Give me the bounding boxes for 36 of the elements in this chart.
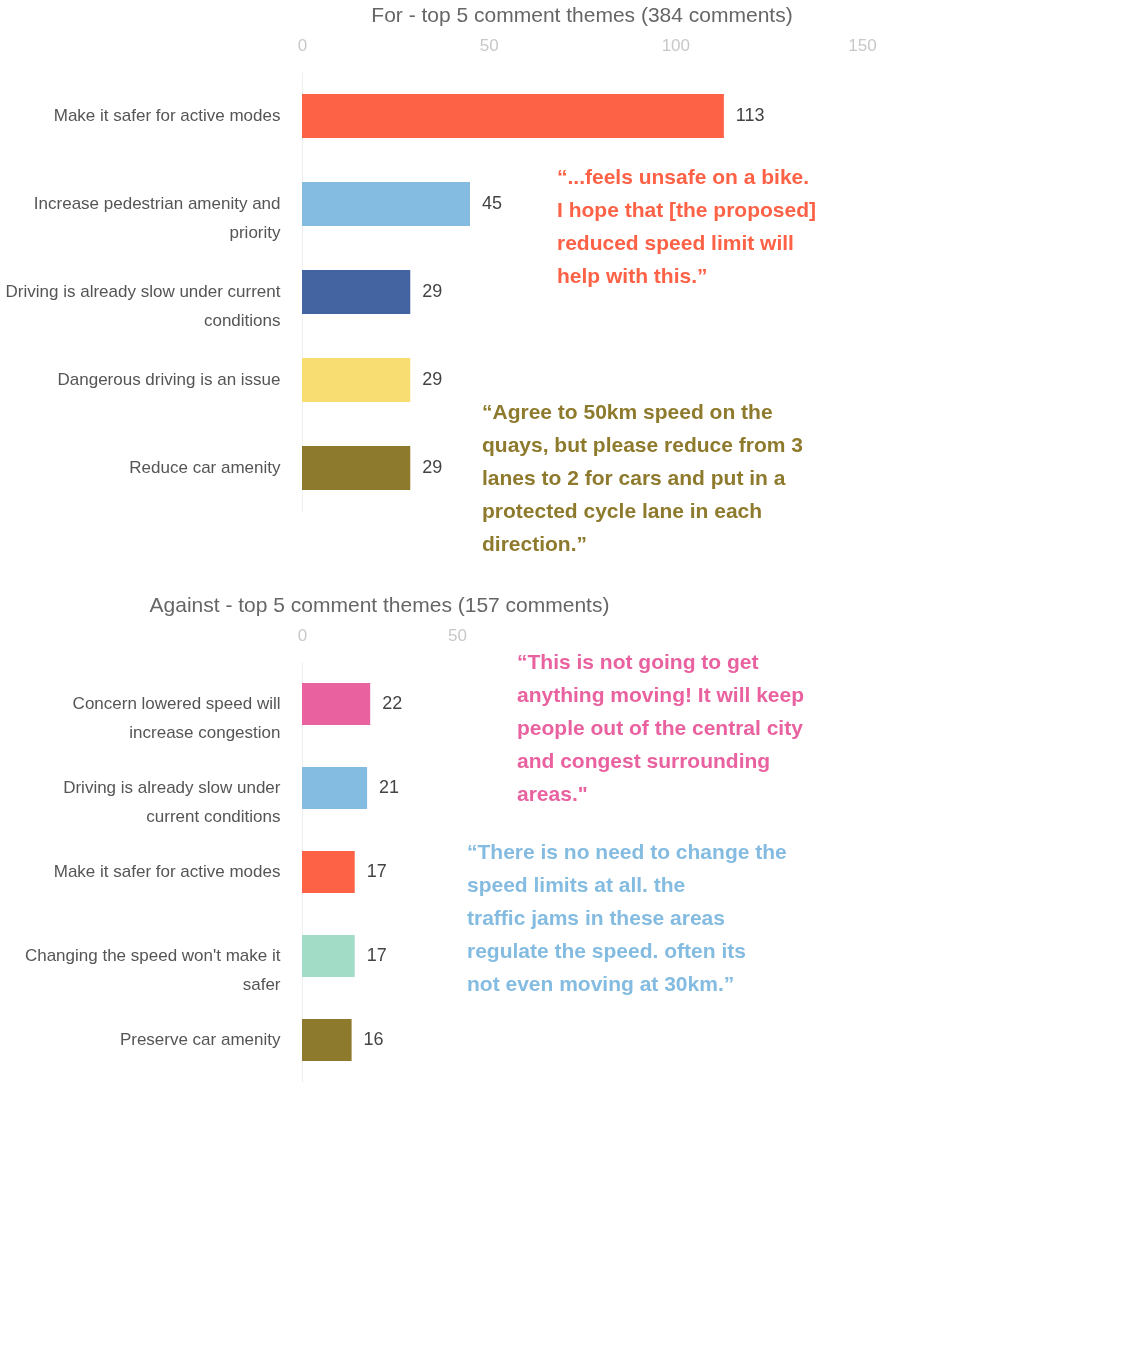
bar xyxy=(302,446,411,490)
data-label: 16 xyxy=(363,1029,384,1049)
annotation: “Agree to 50km speed on the quays, but please reduce from 3 lanes to 2 for cars and put in a protected cycle lane in each direction.” xyxy=(482,400,803,555)
y-tick-label: Concern lowered speed will increase congestion xyxy=(72,694,281,742)
bar xyxy=(302,683,371,725)
y-tick-label: Reduce car amenity xyxy=(129,458,281,477)
y-tick-label: Preserve car amenity xyxy=(119,1030,281,1049)
annotation: “...feels unsafe on a bike. I hope that [the proposed] reduced speed limit will help with this.” xyxy=(557,165,816,287)
bar xyxy=(302,935,355,977)
data-label: 22 xyxy=(382,693,403,713)
bar xyxy=(302,94,724,138)
y-tick-label: Increase pedestrian amenity and priority xyxy=(33,194,281,242)
bar xyxy=(302,358,411,402)
y-tick-label: Driving is already slow under current conditions xyxy=(63,778,281,826)
bar xyxy=(302,270,411,314)
bar xyxy=(302,767,368,809)
text: “There is no need to change the speed limits at all. the traffic jams in these areas regulate the speed. often its not even moving at 30km.” xyxy=(467,840,787,995)
bar xyxy=(302,182,470,226)
chart-title: Against - top 5 comment themes (157 comments) xyxy=(149,593,610,616)
y-tick-label: Dangerous driving is an issue xyxy=(57,370,281,389)
y-tick-label: Make it safer for active modes xyxy=(53,106,281,125)
y-tick-label: Driving is already slow under current conditions xyxy=(5,282,281,330)
data-label: 17 xyxy=(366,945,387,965)
chart-title: For - top 5 comment themes (384 comments) xyxy=(371,3,793,26)
data-label: 29 xyxy=(422,457,443,477)
y-tick-label: Make it safer for active modes xyxy=(53,862,281,881)
data-label: 17 xyxy=(366,861,387,881)
bar xyxy=(302,851,355,893)
bar xyxy=(302,1019,352,1061)
text: “This is not going to get anything moving! It will keep people out of the central city and congest surrounding areas." xyxy=(517,650,805,805)
data-label: 29 xyxy=(422,281,443,301)
data-label: 45 xyxy=(482,193,503,213)
y-tick-label: Changing the speed won't make it safer xyxy=(24,946,281,994)
data-label: 113 xyxy=(735,105,765,125)
data-label: 29 xyxy=(422,369,443,389)
data-label: 21 xyxy=(379,777,400,797)
